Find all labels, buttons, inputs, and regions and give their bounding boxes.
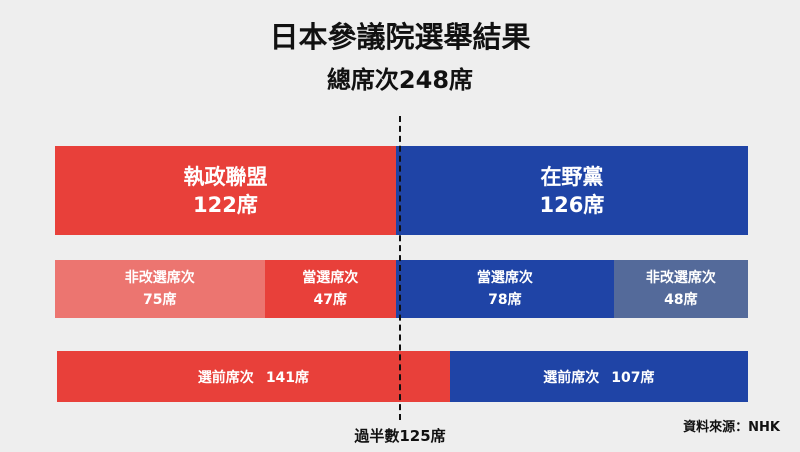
source-note: 資料來源：NHK [683, 420, 780, 435]
pre_election-bar-0: 選前席次 141席 [57, 351, 450, 402]
totals-label-1: 在野黨 [540, 164, 604, 189]
majority-line [399, 116, 401, 420]
totals-value-1: 126席 [539, 192, 605, 217]
breakdown-label-2: 當選席次 [476, 270, 533, 286]
breakdown-value-0: 75席 [143, 292, 177, 308]
breakdown-bar-0: 非改選席次 75席 [55, 260, 265, 318]
pre_election-value-0: 141席 [265, 369, 310, 386]
chart-title: 日本參議院選舉結果 [269, 20, 531, 54]
breakdown-label-0: 非改選席次 [124, 270, 195, 286]
breakdown-bar-3: 非改選席次 48席 [613, 260, 748, 318]
totals-label-0: 執政聯盟 [183, 164, 268, 189]
pre_election-label-0: 選前席次 [197, 369, 254, 386]
breakdown-label-1: 當選席次 [302, 270, 359, 286]
pre_election-value-1: 107席 [611, 369, 655, 386]
breakdown-value-2: 78席 [488, 292, 522, 308]
breakdown-bar-2: 當選席次 78席 [395, 260, 614, 318]
pre_election-bar-1: 選前席次 107席 [449, 351, 748, 402]
pre_election-label-1: 選前席次 [543, 369, 600, 386]
majority-label: 過半數125席 [354, 427, 446, 445]
breakdown-bar-1: 當選席次 47席 [264, 260, 396, 318]
totals-value-0: 122席 [193, 192, 258, 217]
totals-bar-1: 在野黨 126席 [395, 146, 748, 235]
breakdown-value-3: 48席 [664, 292, 698, 308]
chart-subtitle: 總席次248席 [326, 66, 474, 94]
totals-bar-0: 執政聯盟 122席 [55, 146, 396, 235]
breakdown-label-3: 非改選席次 [645, 270, 716, 286]
breakdown-value-1: 47席 [313, 292, 347, 308]
